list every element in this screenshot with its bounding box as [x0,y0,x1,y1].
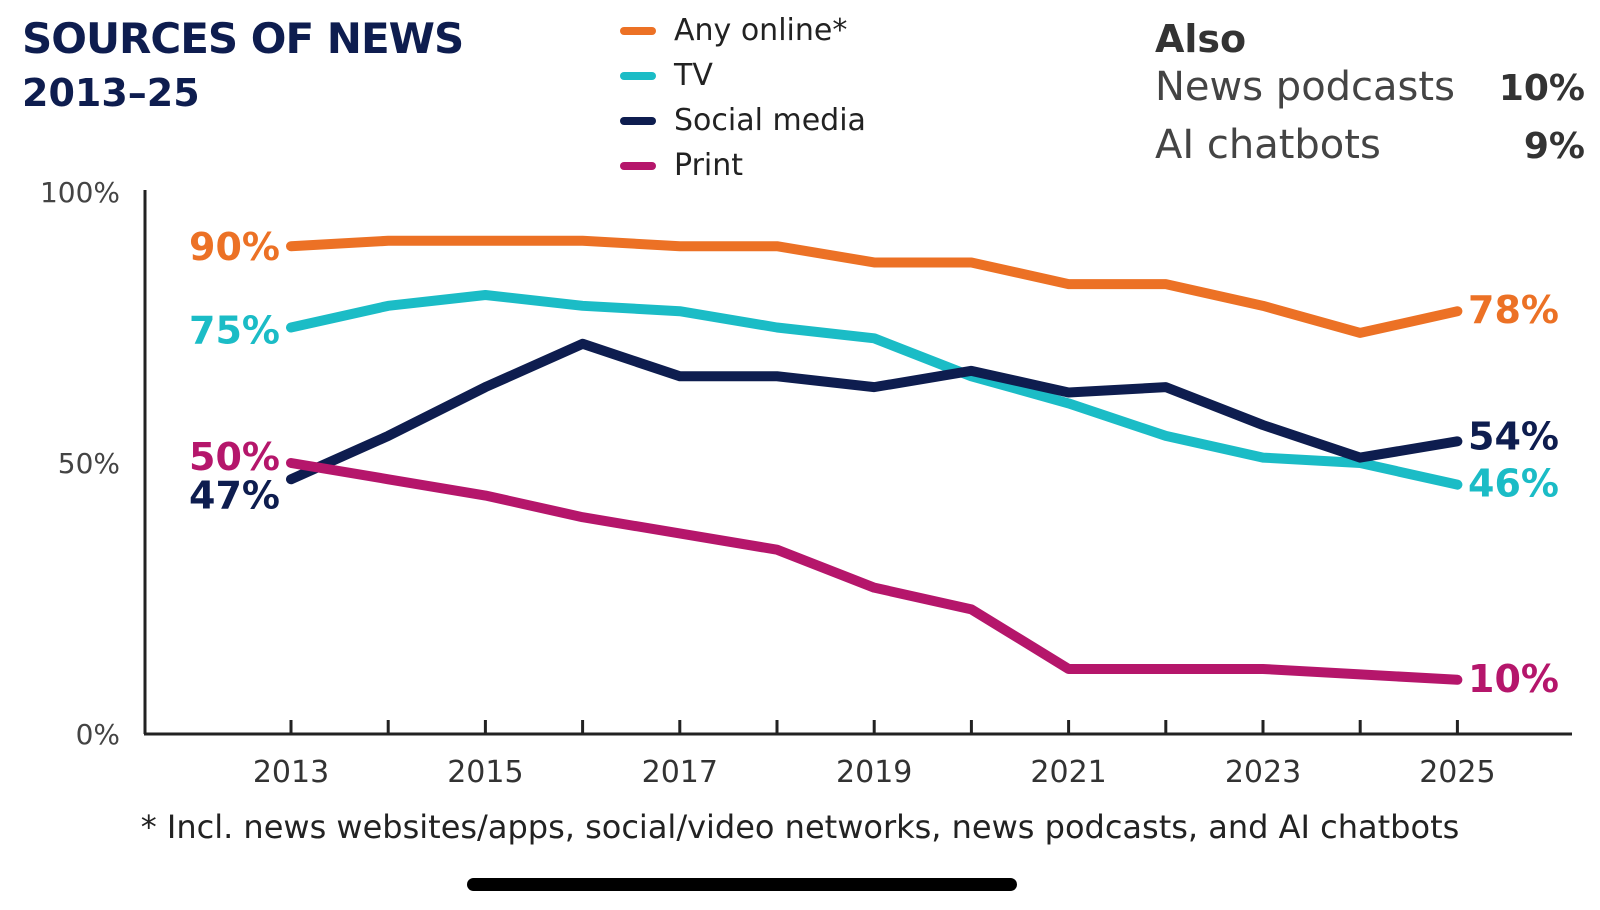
also-row-news-podcasts: News podcasts 10% [1155,64,1585,122]
data-label-start: 90% [189,225,280,269]
legend-label: Social media [674,103,866,138]
legend-label: Print [674,148,744,183]
legend-swatch-any-online [620,26,656,35]
title-block: SOURCES OF NEWS 2013–25 [22,12,464,120]
legend-swatch-tv [620,71,656,80]
legend-label: TV [674,58,713,93]
chart-subtitle: 2013–25 [22,71,200,115]
line-chart: 0% 50% 100% 2013 2015 2017 2019 2021 2023 2025 90%… [40,176,1572,790]
legend-swatch-print [620,161,656,170]
series-line-social-media [286,338,1463,485]
data-label-start: 75% [189,309,280,353]
x-tick-label: 2017 [642,755,718,790]
also-panel: Also News podcasts 10% AI chatbots 9% [1155,14,1585,180]
series-line-print [286,458,1463,685]
data-label-start: 50% [189,435,280,479]
data-label-start: 47% [189,473,280,517]
y-tick-label: 100% [40,176,120,209]
legend-item-any-online: Any online* [620,8,866,53]
data-label-end: 10% [1468,657,1559,701]
series-line-any-online [286,235,1463,338]
also-label: News podcasts [1155,64,1455,110]
x-tick-label: 2015 [447,755,523,790]
x-tick-label: 2021 [1030,755,1106,790]
chart-title: SOURCES OF NEWS [22,14,464,63]
data-label-end: 54% [1468,414,1559,458]
footnote: * Incl. news websites/apps, social/video… [140,808,1460,846]
series-line-tv [286,289,1463,490]
also-value: 9% [1523,126,1585,167]
legend-item-print: Print [620,143,866,188]
also-label: AI chatbots [1155,122,1381,168]
legend: Any online* TV Social media Print [620,8,866,188]
y-tick-label: 0% [76,718,120,751]
also-row-ai-chatbots: AI chatbots 9% [1155,122,1585,180]
x-tick-label: 2025 [1419,755,1495,790]
x-tick-label: 2023 [1225,755,1301,790]
x-tick-label: 2013 [253,755,329,790]
home-indicator[interactable] [467,878,1017,891]
legend-label: Any online* [674,13,848,48]
data-label-end: 46% [1468,462,1559,506]
also-value: 10% [1498,68,1585,109]
data-label-end: 78% [1468,288,1559,332]
x-tick-label: 2019 [836,755,912,790]
y-tick-label: 50% [58,447,120,480]
legend-item-tv: TV [620,53,866,98]
legend-item-social-media: Social media [620,98,866,143]
legend-swatch-social-media [620,116,656,125]
also-title: Also [1155,17,1247,61]
